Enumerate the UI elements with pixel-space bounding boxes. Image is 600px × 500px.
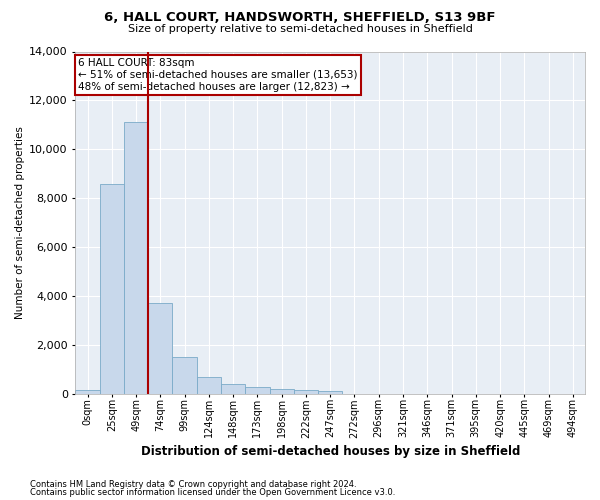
Bar <box>100 184 124 394</box>
Text: Size of property relative to semi-detached houses in Sheffield: Size of property relative to semi-detach… <box>128 24 472 34</box>
Bar <box>124 122 148 394</box>
Text: Contains public sector information licensed under the Open Government Licence v3: Contains public sector information licen… <box>30 488 395 497</box>
Bar <box>172 357 197 394</box>
Text: Contains HM Land Registry data © Crown copyright and database right 2024.: Contains HM Land Registry data © Crown c… <box>30 480 356 489</box>
Bar <box>76 390 100 394</box>
Y-axis label: Number of semi-detached properties: Number of semi-detached properties <box>15 126 25 319</box>
Bar <box>148 304 172 394</box>
Bar <box>197 377 221 394</box>
Text: 6, HALL COURT, HANDSWORTH, SHEFFIELD, S13 9BF: 6, HALL COURT, HANDSWORTH, SHEFFIELD, S1… <box>104 11 496 24</box>
Text: 6 HALL COURT: 83sqm
← 51% of semi-detached houses are smaller (13,653)
48% of se: 6 HALL COURT: 83sqm ← 51% of semi-detach… <box>78 58 358 92</box>
Bar <box>221 384 245 394</box>
X-axis label: Distribution of semi-detached houses by size in Sheffield: Distribution of semi-detached houses by … <box>140 444 520 458</box>
Bar <box>245 386 269 394</box>
Bar <box>269 389 294 394</box>
Bar <box>318 392 343 394</box>
Bar <box>294 390 318 394</box>
